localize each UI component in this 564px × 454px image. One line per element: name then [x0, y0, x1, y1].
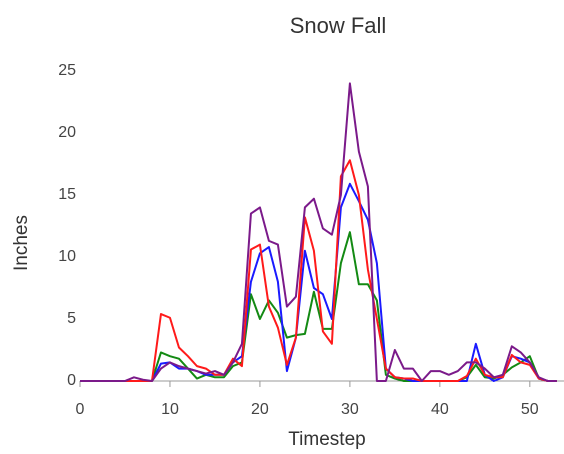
y-tick-label: 25 [58, 62, 76, 79]
x-tick-label: 20 [251, 401, 269, 418]
x-tick-label: 40 [431, 401, 449, 418]
y-tick-label: 20 [58, 124, 76, 141]
y-tick-label: 0 [67, 372, 76, 389]
y-tick-label: 5 [67, 310, 76, 327]
series-line [80, 82, 557, 382]
x-tick-label: 50 [521, 401, 539, 418]
y-tick-label: 10 [58, 248, 76, 265]
y-axis-label: Inches [11, 215, 32, 271]
chart-title: Snow Fall [290, 13, 387, 38]
series-line [80, 231, 557, 382]
x-tick-label: 0 [76, 401, 85, 418]
y-tick-label: 15 [58, 186, 76, 203]
series-line [80, 159, 557, 382]
x-tick-label: 10 [161, 401, 179, 418]
x-tick-label: 30 [341, 401, 359, 418]
x-axis-label: Timestep [288, 429, 365, 450]
